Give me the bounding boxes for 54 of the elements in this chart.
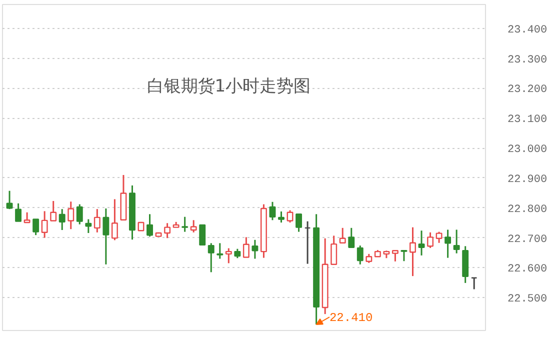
candlestick bbox=[225, 248, 232, 264]
candlestick bbox=[216, 242, 224, 260]
candlestick bbox=[68, 200, 74, 230]
y-tick-label: 23.100 bbox=[508, 114, 548, 126]
candlestick bbox=[102, 208, 110, 266]
y-tick-label: 23.000 bbox=[508, 144, 548, 156]
y-tick-label: 23.200 bbox=[508, 84, 548, 96]
candlestick bbox=[278, 210, 284, 224]
candlestick bbox=[182, 216, 188, 233]
candlestick bbox=[286, 210, 294, 224]
y-tick-label: 22.700 bbox=[508, 234, 548, 246]
candlestick bbox=[427, 232, 434, 249]
candlestick bbox=[24, 212, 30, 224]
candlestick bbox=[252, 239, 258, 260]
candlestick bbox=[146, 213, 153, 238]
y-tick-label: 22.600 bbox=[508, 264, 548, 276]
candlestick bbox=[208, 242, 214, 273]
candlestick bbox=[32, 218, 40, 236]
candlestick bbox=[269, 201, 276, 221]
y-tick-label: 22.800 bbox=[508, 204, 548, 216]
y-tick-label: 22.500 bbox=[508, 294, 548, 306]
candlestick bbox=[6, 190, 13, 210]
candlestick bbox=[296, 213, 302, 233]
candlestick bbox=[304, 220, 311, 265]
candlestick bbox=[436, 231, 442, 244]
candlestick bbox=[418, 230, 425, 256]
text: 白银期货1小时走势图 bbox=[146, 76, 311, 96]
candlestick bbox=[392, 250, 398, 262]
candlestick bbox=[111, 198, 118, 241]
candlestick bbox=[453, 228, 460, 254]
candlestick bbox=[242, 236, 250, 258]
candlestick bbox=[444, 228, 452, 259]
candlestick bbox=[356, 244, 364, 266]
annotation: 22.410 bbox=[329, 311, 373, 326]
candlestick bbox=[234, 248, 241, 259]
candlestick bbox=[50, 200, 57, 222]
candlestick bbox=[199, 224, 206, 246]
candlestick bbox=[15, 202, 22, 222]
candlestick bbox=[94, 208, 100, 234]
candlestick bbox=[470, 277, 478, 290]
y-tick-label: 22.900 bbox=[508, 174, 548, 186]
candlestick bbox=[85, 218, 92, 234]
candlestick bbox=[348, 227, 355, 248]
candlestick bbox=[41, 210, 48, 239]
y-tick-label: 23.400 bbox=[508, 24, 548, 36]
candlestick bbox=[58, 208, 66, 231]
candlestick bbox=[164, 222, 171, 239]
candlestick bbox=[76, 204, 83, 226]
candlestick bbox=[190, 219, 197, 234]
candlestick bbox=[400, 250, 408, 262]
candlestick bbox=[330, 234, 338, 266]
y-tick-label: 23.300 bbox=[508, 54, 548, 66]
candlestick bbox=[339, 227, 346, 244]
candlestick bbox=[410, 226, 416, 277]
